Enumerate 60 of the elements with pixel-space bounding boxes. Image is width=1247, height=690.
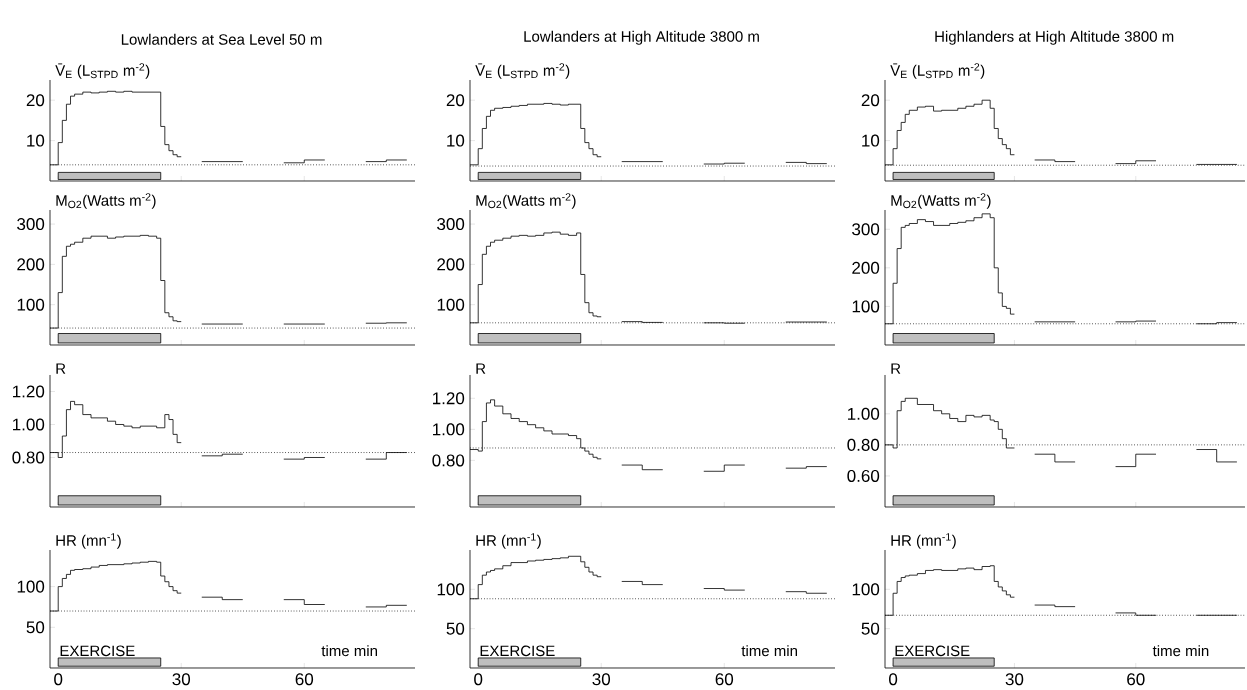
band-label: EXERCISE — [480, 645, 555, 657]
y-tick-label: 300 — [437, 218, 465, 231]
x-tick-label: 60 — [715, 673, 734, 686]
y-axis-title: R — [891, 363, 901, 374]
y-axis-title: M$_{O2}$(Watts m$^{-2}$) — [56, 193, 156, 209]
annotation: time min — [741, 645, 797, 657]
y-tick-label: 100 — [852, 583, 880, 596]
y-tick-label: 100 — [17, 580, 45, 593]
y-tick-label: 100 — [852, 300, 880, 313]
y-tick-label: 0.60 — [847, 469, 880, 482]
y-tick-label: 200 — [17, 258, 45, 271]
y-axis-title: V̄$_{E}$ (L$_{STPD}$ m$^{-2}$) — [55, 63, 150, 79]
y-axis-title: HR (mn$^{-1}$) — [56, 533, 121, 549]
y-axis-title: R — [56, 363, 66, 374]
y-axis-title: V̄$_{E}$ (L$_{STPD}$ m$^{-2}$) — [475, 63, 570, 79]
y-tick-label: 50 — [446, 622, 465, 635]
y-tick-label: 20 — [26, 94, 45, 107]
y-tick-label: 0.80 — [847, 438, 880, 451]
x-tick-label: 0 — [54, 673, 63, 686]
annotation: time min — [321, 645, 377, 657]
chart-title: Lowlanders at Sea Level 50 m — [121, 33, 322, 45]
y-tick-label: 10 — [27, 134, 45, 147]
y-tick-label: 50 — [861, 622, 880, 635]
y-tick-label: 1.00 — [13, 418, 45, 431]
y-axis-title: M$_{O2}$(Watts m$^{-2}$) — [891, 193, 991, 209]
annotation: time min — [1152, 645, 1209, 657]
band-label: EXERCISE — [60, 645, 135, 657]
chart-title: Lowlanders at High Altitude 3800 m — [524, 30, 759, 45]
x-tick-label: 60 — [1127, 673, 1145, 686]
y-tick-label: 10 — [447, 134, 465, 147]
y-tick-label: 20 — [446, 94, 465, 107]
x-tick-label: 0 — [474, 673, 483, 686]
y-tick-label: 200 — [437, 258, 465, 271]
y-tick-label: 300 — [17, 218, 45, 231]
y-tick-label: 100 — [437, 298, 465, 311]
y-tick-label: 0.80 — [12, 451, 45, 464]
y-axis-title: V̄$_{E}$ (L$_{STPD}$ m$^{-2}$) — [890, 63, 985, 79]
y-tick-label: 0.80 — [432, 454, 465, 467]
y-tick-label: 50 — [26, 621, 45, 634]
y-axis-title: R — [476, 363, 486, 374]
x-tick-label: 60 — [295, 673, 314, 686]
y-tick-label: 300 — [852, 223, 880, 236]
y-tick-label: 200 — [852, 261, 880, 274]
x-tick-label: 30 — [172, 673, 191, 686]
y-axis-title: HR (mn$^{-1}$) — [891, 533, 956, 549]
y-tick-label: 100 — [17, 298, 45, 311]
y-tick-label: 1.00 — [848, 407, 880, 420]
x-tick-label: 30 — [592, 673, 611, 686]
y-tick-label: 1.00 — [433, 423, 465, 436]
y-tick-label: 100 — [437, 583, 465, 596]
x-tick-label: 30 — [1005, 673, 1024, 686]
y-tick-label: 20 — [861, 94, 880, 107]
x-tick-label: 0 — [889, 673, 898, 686]
y-axis-title: HR (mn$^{-1}$) — [476, 533, 541, 549]
band-label: EXERCISE — [895, 645, 970, 657]
y-tick-label: 10 — [862, 134, 880, 147]
y-tick-label: 1.20 — [13, 385, 45, 398]
chart-title: Highlanders at High Altitude 3800 m — [935, 30, 1174, 45]
y-axis-title: M$_{O2}$(Watts m$^{-2}$) — [476, 193, 576, 209]
y-tick-label: 1.20 — [433, 392, 465, 405]
